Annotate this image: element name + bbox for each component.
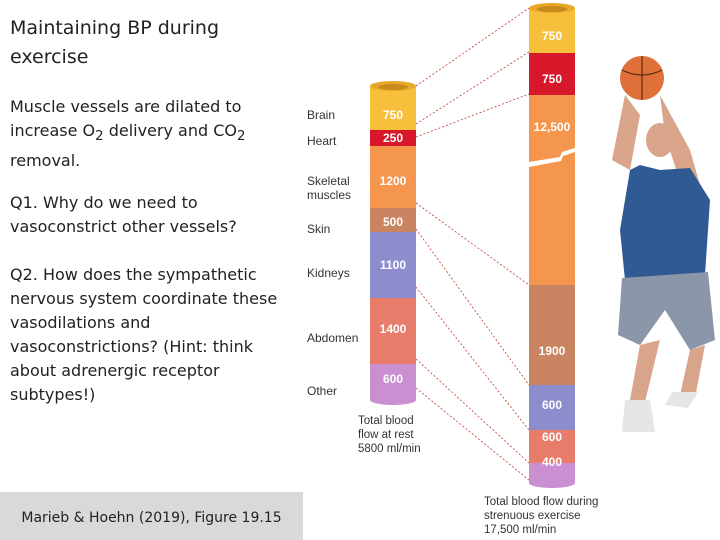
figure-shape: [630, 340, 705, 402]
rest-heart-segment: [370, 130, 416, 146]
rest-brain-segment: [370, 86, 416, 130]
caption-line: Total blood flow during: [484, 496, 599, 508]
figure-shape: [370, 395, 416, 405]
label-skin: Skin: [307, 222, 331, 236]
figure-shape: [378, 84, 408, 90]
rest-skeletal-segment: [370, 146, 416, 208]
exercise-value-skin: 1900: [539, 344, 566, 358]
exercise-value-abdomen: 600: [542, 430, 562, 444]
label-other: Other: [307, 384, 338, 398]
rest-value-other: 600: [383, 372, 403, 386]
paragraph-muscle-vessels: Muscle vessels are dilated to increase O…: [10, 95, 295, 173]
label-kidneys: Kidneys: [307, 266, 350, 280]
caption-line: 5800 ml/min: [358, 443, 421, 455]
exercise-value-other: 400: [542, 455, 562, 469]
exercise-value-heart: 750: [542, 72, 562, 86]
figure-shape: [612, 95, 640, 170]
connector-lines: [415, 7, 530, 481]
exercise-value-brain: 750: [542, 29, 562, 43]
label-heart: Heart: [307, 134, 337, 148]
rest-value-brain: 750: [383, 108, 403, 122]
figure-shape: [415, 51, 530, 125]
caption-line: 17,500 ml/min: [484, 524, 557, 536]
figure-shape: [621, 56, 663, 100]
exercise-caption: Total blood flow during strenuous exerci…: [484, 495, 598, 537]
figure-shape: [415, 202, 530, 286]
question-1: Q1. Why do we need to vasoconstrict othe…: [10, 193, 237, 236]
rest-caption: Total blood flow at rest 5800 ml/min: [358, 414, 421, 456]
caption-line: flow at rest: [358, 429, 414, 441]
text: delivery and CO: [103, 121, 237, 140]
subscript: 2: [236, 129, 246, 145]
rest-value-kidneys: 1100: [380, 258, 406, 272]
caption-line: strenuous exercise: [484, 510, 581, 522]
rest-column: 750 250 1200 500 1100 1400 600: [370, 81, 416, 405]
rest-other-segment: [370, 364, 416, 400]
exercise-other-segment: [529, 463, 575, 483]
question-2: Q2. How does the sympathetic nervous sys…: [10, 265, 278, 404]
figure-shape: [415, 387, 530, 481]
figure-shape: [415, 286, 530, 431]
shoe-right: [665, 392, 698, 408]
rest-skin-segment: [370, 208, 416, 232]
rest-kidneys-segment: [370, 232, 416, 298]
exercise-value-skeletal: 12,500: [534, 120, 571, 134]
exercise-kidneys-segment: [529, 385, 575, 430]
exercise-column: 750 750 12,500 1900 600 600 400: [529, 3, 575, 488]
figure-shape: [415, 358, 530, 464]
exercise-skeletal-segment: [529, 95, 575, 285]
label-brain: Brain: [307, 108, 336, 122]
shorts: [618, 272, 715, 350]
rest-abdomen-segment: [370, 298, 416, 364]
exercise-heart-segment: [529, 53, 575, 95]
rest-value-skin: 500: [383, 215, 403, 229]
shoe-left: [622, 400, 655, 432]
caption-line: Total blood: [358, 415, 414, 427]
figure-shape: [537, 6, 567, 12]
text: Muscle vessels are dilated to increase O: [10, 97, 242, 140]
label-skeletal-muscles: Skeletal muscles: [307, 174, 352, 202]
figure-shape: [415, 93, 530, 138]
break-mark: [529, 148, 575, 167]
shirt: [620, 165, 710, 280]
figure-shape: [415, 7, 530, 87]
text: removal.: [10, 151, 81, 171]
head: [646, 123, 674, 157]
figure-shape: [415, 228, 530, 386]
figure-shape: [660, 95, 700, 188]
exercise-value-kidneys: 600: [542, 398, 562, 412]
citation: Marieb & Hoehn (2019), Figure 19.15: [0, 492, 303, 540]
rest-value-skeletal: 1200: [380, 174, 407, 188]
exercise-brain-segment: [529, 8, 575, 53]
slide-title: Maintaining BP during exercise: [10, 17, 220, 68]
subscript: 2: [95, 129, 104, 145]
exercise-skin-segment: [529, 285, 575, 385]
basketball-player-illustration: [612, 56, 715, 432]
label-abdomen: Abdomen: [307, 331, 359, 345]
exercise-abdomen-segment: [529, 430, 575, 463]
figure-shape: [529, 478, 575, 488]
rest-value-abdomen: 1400: [380, 322, 407, 336]
rest-value-heart: 250: [383, 131, 403, 145]
